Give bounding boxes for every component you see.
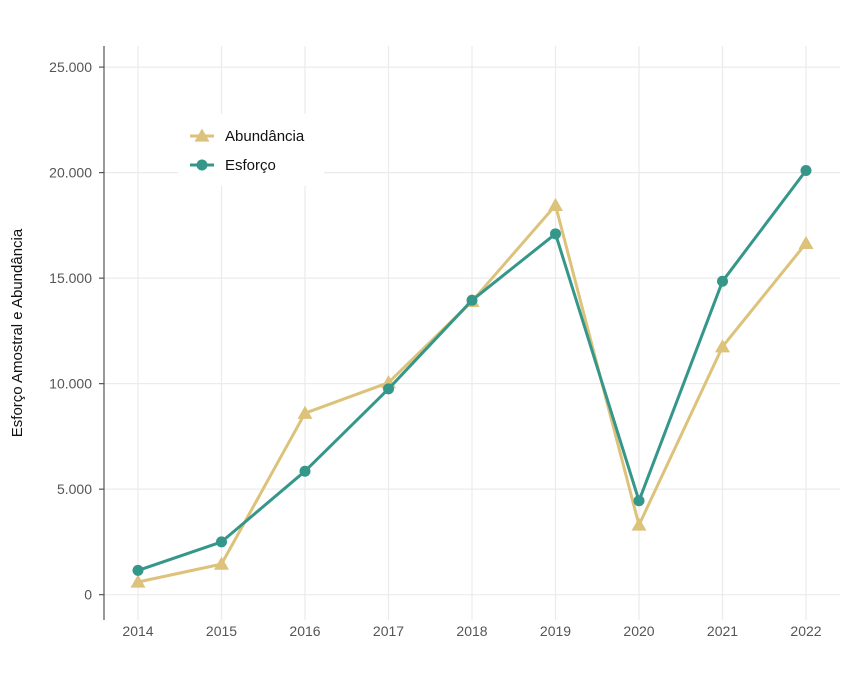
legend: Abundância Esforço [178,114,324,186]
x-tick-label: 2020 [623,623,654,639]
legend-marker [196,159,208,171]
legend-label: Esforço [225,157,276,174]
data-point-abundancia [798,235,814,249]
data-point-esforco [383,383,394,395]
x-tick-label: 2019 [540,623,571,639]
x-tick-label: 2017 [373,623,404,639]
data-point-abundancia [631,517,647,531]
series-layer [130,165,814,588]
data-point-esforco [299,465,311,477]
legend-item-abundancia: Abundância [190,128,305,145]
data-point-esforco [466,294,478,306]
x-tick-label: 2022 [790,623,821,639]
data-point-esforco [132,564,144,576]
legend-background [178,114,324,186]
data-point-abundancia [548,197,563,211]
data-point-esforco [550,228,561,240]
x-tick-label: 2018 [456,623,487,639]
series-esforco [132,165,812,576]
legend-item-esforco: Esforço [190,157,276,174]
data-point-esforco [800,165,812,177]
data-point-esforco [633,495,645,507]
y-tick-label: 20.000 [49,165,92,181]
x-tick-label: 2016 [289,623,320,639]
y-tick-label: 15.000 [49,270,92,286]
x-tick-label: 2014 [122,623,153,639]
legend-marker [194,128,210,142]
legend-label: Abundância [225,128,305,145]
tick-labels: 0 5.000 10.000 15.000 20.000 25.000 2014 2015 20… [49,59,822,639]
x-tick-label: 2015 [206,623,237,639]
data-point-abundancia [130,574,146,588]
data-point-esforco [717,275,728,287]
data-point-abundancia [297,405,313,419]
y-tick-label: 10.000 [49,376,92,392]
y-tick-label: 5.000 [57,481,92,497]
data-point-esforco [216,536,227,548]
data-point-abundancia [214,556,229,570]
y-tick-label: 25.000 [49,59,92,75]
data-point-abundancia [715,339,730,353]
y-axis-title: Esforço Amostral e Abundância [9,228,26,437]
y-tick-label: 0 [84,587,92,603]
x-tick-label: 2021 [707,623,738,639]
